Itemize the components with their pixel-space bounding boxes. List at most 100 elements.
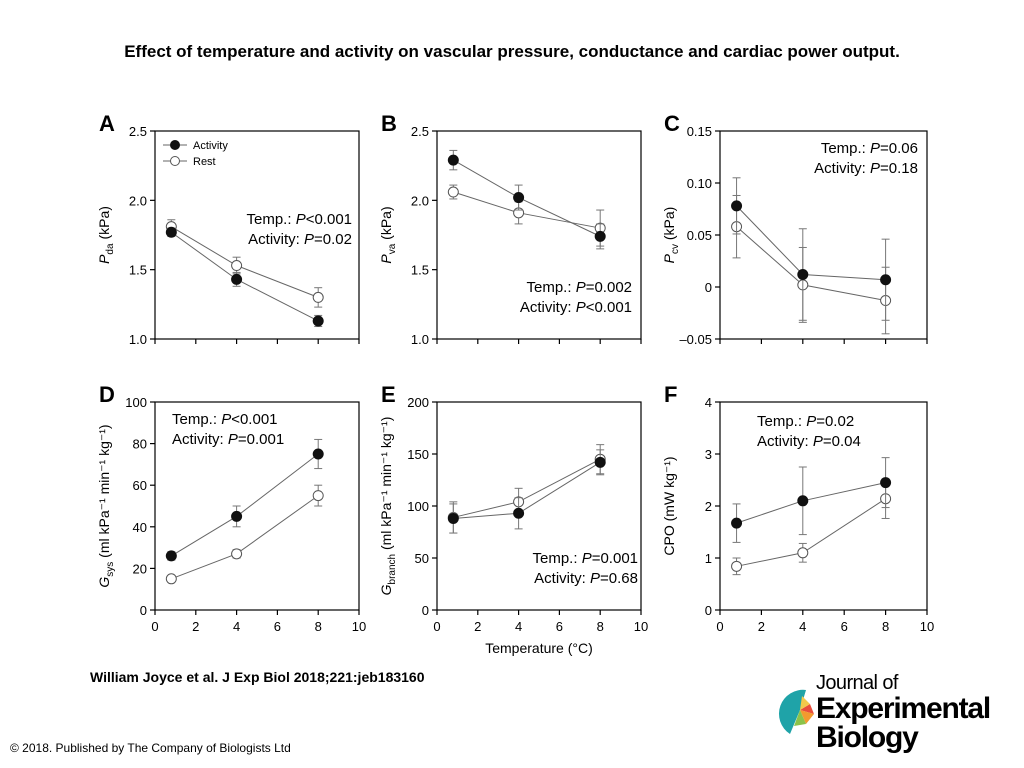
- stats-label: Temp.:: [172, 411, 221, 428]
- stats-value: =0.68: [600, 570, 638, 587]
- y-tick-label: 2: [705, 499, 712, 514]
- y-tick-label: 200: [407, 395, 429, 410]
- panel-label: E: [381, 382, 396, 407]
- x-tick-label: 10: [920, 619, 934, 634]
- stats-p: P: [576, 279, 586, 296]
- stats-p: P: [576, 299, 586, 316]
- stats-line: Temp.: P=0.002: [527, 279, 633, 296]
- stats-p: P: [582, 550, 592, 567]
- legend-label-activity: Activity: [193, 140, 228, 152]
- stats-value: <0.001: [231, 411, 277, 428]
- y-axis-label: Gsys (ml kPa⁻¹ min⁻¹ kg⁻¹): [96, 424, 116, 587]
- x-tick-label: 10: [352, 619, 366, 634]
- panel-label: A: [99, 111, 115, 136]
- y-axis-label-main: P: [661, 253, 677, 263]
- y-axis-label: Pcv (kPa): [661, 207, 681, 264]
- x-tick-label: 8: [882, 619, 889, 634]
- y-axis-label-main: CPO: [661, 525, 677, 555]
- data-point-activity: [165, 550, 177, 562]
- y-axis-label: CPO (mW kg⁻¹): [661, 456, 677, 555]
- stats-value: =0.002: [586, 279, 632, 296]
- series-line-activity: [171, 453, 319, 557]
- y-tick-label: 100: [407, 499, 429, 514]
- data-point-activity: [731, 517, 743, 529]
- y-axis-label-sub: cv: [670, 244, 681, 254]
- series-line-rest: [736, 498, 886, 567]
- stats-value: =0.001: [238, 431, 284, 448]
- y-tick-label: 100: [125, 395, 147, 410]
- data-point-activity: [594, 230, 606, 242]
- data-point-rest: [312, 490, 324, 502]
- stats-line: Activity: P=0.68: [534, 570, 638, 587]
- stats-line: Activity: P=0.18: [814, 160, 918, 177]
- y-tick-label: 1.0: [129, 332, 147, 347]
- series-line-activity: [453, 159, 601, 237]
- series-line-rest: [171, 495, 319, 580]
- plot-frame: [154, 401, 360, 611]
- stats-line: Temp.: P<0.001: [172, 411, 278, 428]
- y-tick-label: 0.10: [687, 176, 712, 191]
- x-tick-label: 8: [597, 619, 604, 634]
- stats-p: P: [870, 140, 880, 157]
- data-point-rest: [231, 548, 243, 560]
- y-tick-label: 80: [133, 437, 147, 452]
- y-axis-label-sub: va: [387, 243, 398, 254]
- stats-p: P: [806, 413, 816, 430]
- stats-value: =0.02: [314, 231, 352, 248]
- data-point-rest: [231, 260, 243, 272]
- data-point-activity: [165, 226, 177, 238]
- page-title: Effect of temperature and activity on va…: [124, 42, 900, 61]
- y-axis-label: Pva (kPa): [378, 206, 398, 263]
- stats-p: P: [590, 570, 600, 587]
- x-axis-label: Temperature (°C): [485, 640, 593, 656]
- panel-d: D 0 20 40 60 80 100 0 2 4 6 8 10 Gsys (ml kPa⁻¹ min⁻¹…: [96, 382, 366, 634]
- y-tick-label: 2.0: [129, 193, 147, 208]
- stats-label: Activity:: [814, 160, 870, 177]
- stats-value: =0.18: [880, 160, 918, 177]
- y-tick-label: 0: [705, 280, 712, 295]
- y-axis-label-main: G: [378, 584, 394, 595]
- panel-label: F: [664, 382, 677, 407]
- y-tick-label: 0: [705, 603, 712, 618]
- data-point-activity: [231, 510, 243, 522]
- data-point-rest: [165, 573, 177, 585]
- x-tick-label: 4: [515, 619, 522, 634]
- stats-label: Temp.:: [527, 279, 576, 296]
- y-tick-label: 20: [133, 561, 147, 576]
- y-tick-label: 1.5: [411, 263, 429, 278]
- stats-line: Temp.: P<0.001: [247, 211, 353, 228]
- x-tick-label: 4: [799, 619, 806, 634]
- x-tick-label: 8: [315, 619, 322, 634]
- series-line-activity: [736, 205, 886, 281]
- data-point-activity: [513, 507, 525, 519]
- data-point-activity: [797, 495, 809, 507]
- stats-line: Activity: P=0.02: [248, 231, 352, 248]
- x-tick-label: 0: [433, 619, 440, 634]
- panel-a: A 1.0 1.5 2.0 2.5 Pda (kPa) Activity Rest Temp.:…: [96, 111, 360, 347]
- y-axis-label-sub: sys: [105, 562, 116, 577]
- stats-p: P: [228, 431, 238, 448]
- y-tick-label: 50: [415, 551, 429, 566]
- stats-p: P: [304, 231, 314, 248]
- panel-label: C: [664, 111, 680, 136]
- stats-line: Temp.: P=0.001: [533, 550, 639, 567]
- y-axis-label-main: P: [378, 254, 394, 264]
- legend-label-rest: Rest: [193, 156, 216, 168]
- data-point-activity: [797, 269, 809, 281]
- y-axis-label: Pda (kPa): [96, 206, 116, 264]
- data-point-activity: [880, 274, 892, 286]
- x-tick-label: 4: [233, 619, 240, 634]
- y-axis-label-sub: da: [105, 243, 116, 255]
- y-axis-label-main: P: [96, 254, 112, 264]
- panel-label: B: [381, 111, 397, 136]
- data-point-rest: [731, 560, 743, 572]
- y-axis-label: Gbranch (ml kPa⁻¹ min⁻¹ kg⁻¹): [378, 417, 398, 596]
- legend-marker-activity: [170, 140, 180, 150]
- logo-line2: Experimental: [816, 692, 991, 725]
- stats-value: =0.001: [592, 550, 638, 567]
- stats-value: =0.06: [880, 140, 918, 157]
- x-tick-label: 6: [556, 619, 563, 634]
- citation: William Joyce et al. J Exp Biol 2018;221…: [90, 669, 425, 685]
